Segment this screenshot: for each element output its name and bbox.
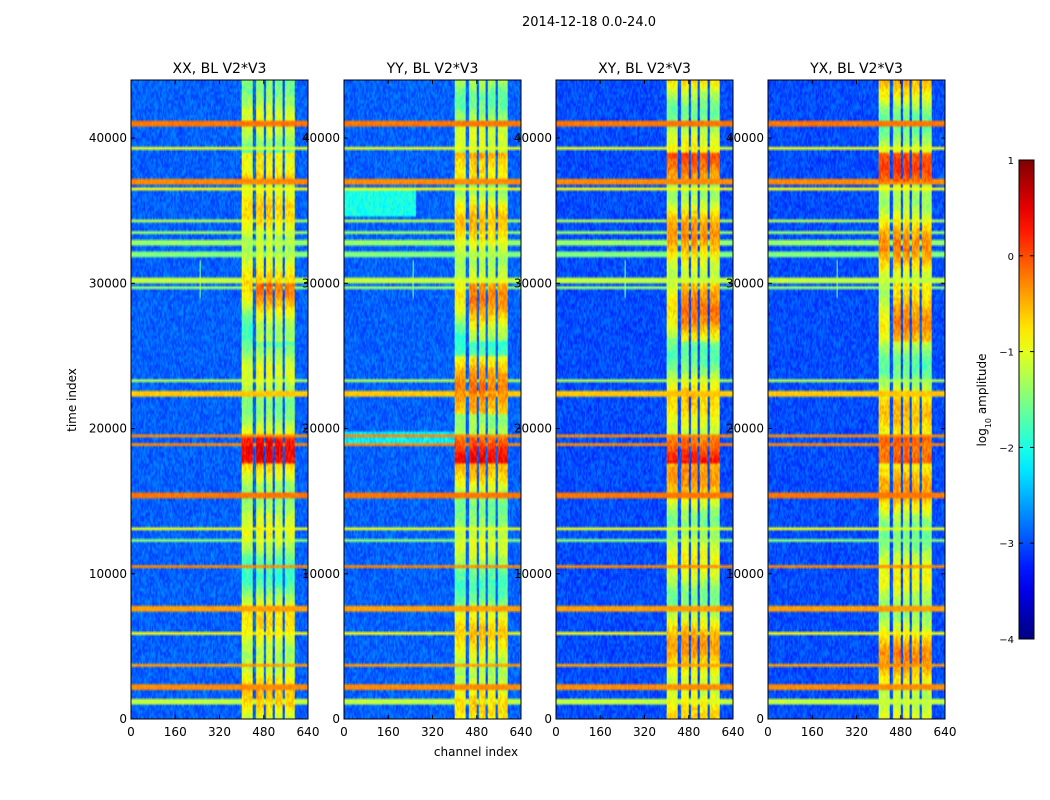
panel-title: YY, BL V2*V3 [386,61,479,77]
colorbar-tick-label: 1 [1008,156,1014,167]
x-tick-label: 0 [552,725,560,739]
y-tick-label: 0 [332,712,340,726]
y-tick-label: 40000 [302,131,340,145]
colorbar-bar [1018,159,1035,640]
x-tick-label: 160 [801,725,824,739]
panel: XY, BL V2*V3 0 160 320 480 640 0 10000 20000 3000… [514,61,745,739]
x-tick-label: 160 [589,725,612,739]
x-tick-label: 640 [934,725,957,739]
x-tick-label: 640 [722,725,745,739]
colorbar-label: log10 amplitude [975,354,993,447]
x-tick-label: 640 [510,725,533,739]
heatmap-image [131,80,308,719]
colorbar-tick-label: −4 [999,635,1014,646]
heatmap-image [768,80,945,719]
y-tick-label: 20000 [514,422,552,436]
x-tick-label: 320 [208,725,231,739]
x-tick-label: 320 [845,725,868,739]
y-tick-label: 0 [544,712,552,726]
x-tick-label: 320 [633,725,656,739]
panel-title: YX, BL V2*V3 [809,61,903,77]
panel: YY, BL V2*V3 0 160 320 480 640 0 10000 20000 3000… [302,61,533,739]
y-tick-label: 0 [756,712,764,726]
y-tick-label: 10000 [302,567,340,581]
heatmap-image [556,80,733,719]
y-tick-label: 40000 [726,131,764,145]
panel: YX, BL V2*V3 0 160 320 480 640 0 10000 20000 3000… [726,61,957,739]
x-tick-label: 0 [127,725,135,739]
y-tick-label: 20000 [726,422,764,436]
panel: XX, BL V2*V3 0 160 320 480 640 0 10000 20000 3000… [89,61,320,739]
x-tick-label: 0 [340,725,348,739]
y-tick-label: 20000 [302,422,340,436]
y-tick-label: 10000 [89,567,127,581]
y-tick-label: 40000 [89,131,127,145]
colorbar-label-suffix: amplitude [975,354,989,418]
y-tick-label: 20000 [89,422,127,436]
panel-title: XX, BL V2*V3 [173,61,267,77]
colorbar-label-log: log [975,428,989,446]
x-tick-label: 480 [465,725,488,739]
colorbar-tick-label: 0 [1008,252,1014,263]
x-tick-label: 480 [889,725,912,739]
heatmap-image [344,80,521,719]
colorbar-tick-label: −1 [999,348,1014,359]
colorbar-tick-label: −2 [999,443,1014,454]
colorbar-label-sub: 10 [984,418,993,428]
y-tick-label: 30000 [514,276,552,290]
y-axis-label: time index [65,368,79,432]
panels: XX, BL V2*V3 0 160 320 480 640 0 10000 20000 3000… [89,61,957,739]
figure-title: 2014-12-18 0.0-24.0 [522,15,656,30]
x-tick-label: 160 [164,725,187,739]
x-tick-label: 160 [377,725,400,739]
panel-title: XY, BL V2*V3 [598,61,691,77]
x-axis-label: channel index [434,745,518,759]
x-tick-label: 0 [764,725,772,739]
colorbar-tick-label: −3 [999,539,1014,550]
x-tick-label: 640 [297,725,320,739]
y-tick-label: 10000 [726,567,764,581]
y-tick-label: 40000 [514,131,552,145]
y-tick-label: 30000 [89,276,127,290]
x-tick-label: 480 [677,725,700,739]
x-tick-label: 320 [421,725,444,739]
y-tick-label: 0 [119,712,127,726]
x-tick-label: 480 [252,725,275,739]
y-tick-label: 30000 [726,276,764,290]
y-tick-label: 30000 [302,276,340,290]
y-tick-label: 10000 [514,567,552,581]
